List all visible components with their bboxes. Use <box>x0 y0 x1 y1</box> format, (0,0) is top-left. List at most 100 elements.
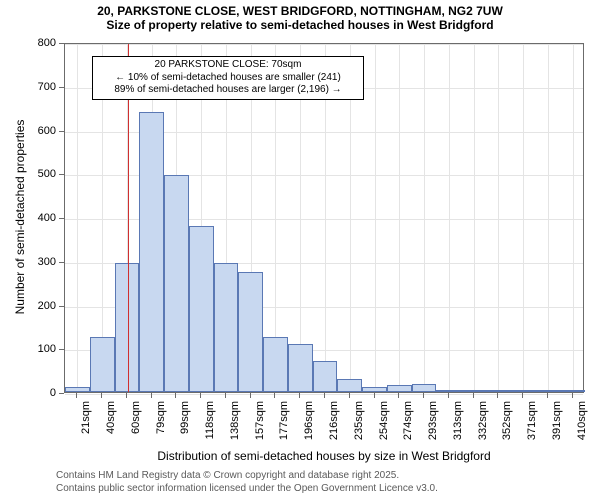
histogram-bar <box>164 175 189 392</box>
annotation-box: 20 PARKSTONE CLOSE: 70sqm ← 10% of semi-… <box>92 56 364 100</box>
annotation-line2: ← 10% of semi-detached houses are smalle… <box>99 72 357 85</box>
x-tick-label: 40sqm <box>105 401 117 451</box>
x-tick-label: 118sqm <box>204 401 216 451</box>
histogram-bar <box>115 263 140 392</box>
x-tick-label: 293sqm <box>427 401 439 451</box>
x-tick <box>76 393 77 398</box>
x-tick <box>423 393 424 398</box>
y-tick-label: 300 <box>0 256 56 268</box>
x-tick <box>274 393 275 398</box>
histogram-bar <box>139 112 164 392</box>
x-tick <box>324 393 325 398</box>
x-tick-label: 254sqm <box>378 401 390 451</box>
x-axis-label: Distribution of semi-detached houses by … <box>64 449 584 463</box>
y-tick <box>59 393 64 394</box>
x-tick <box>299 393 300 398</box>
x-tick <box>175 393 176 398</box>
x-tick <box>126 393 127 398</box>
y-tick-label: 700 <box>0 81 56 93</box>
x-tick <box>473 393 474 398</box>
y-tick-label: 400 <box>0 212 56 224</box>
y-tick <box>59 349 64 350</box>
y-tick <box>59 218 64 219</box>
histogram-bar <box>337 379 362 392</box>
x-tick <box>398 393 399 398</box>
x-tick-label: 60sqm <box>130 401 142 451</box>
histogram-bar <box>387 385 412 392</box>
y-tick <box>59 174 64 175</box>
x-tick-label: 235sqm <box>353 401 365 451</box>
footer-text: Contains HM Land Registry data © Crown c… <box>56 470 438 495</box>
x-tick <box>349 393 350 398</box>
x-tick-label: 410sqm <box>576 401 588 451</box>
gridline-h <box>65 44 583 45</box>
histogram-bar <box>288 344 313 392</box>
annotation-line3: 89% of semi-detached houses are larger (… <box>99 84 357 97</box>
x-tick-label: 352sqm <box>501 401 513 451</box>
y-tick-label: 100 <box>0 343 56 355</box>
x-tick <box>200 393 201 398</box>
gridline-v <box>77 44 78 392</box>
x-tick-label: 138sqm <box>229 401 241 451</box>
x-tick-label: 79sqm <box>155 401 167 451</box>
gridline-v <box>449 44 450 392</box>
histogram-bar <box>436 390 461 392</box>
x-tick-label: 274sqm <box>402 401 414 451</box>
x-tick-label: 157sqm <box>254 401 266 451</box>
histogram-bar <box>313 361 338 392</box>
chart-title-line2: Size of property relative to semi-detach… <box>0 18 600 32</box>
y-tick <box>59 43 64 44</box>
histogram-bar <box>189 226 214 392</box>
x-tick <box>374 393 375 398</box>
chart-title-line1: 20, PARKSTONE CLOSE, WEST BRIDGFORD, NOT… <box>0 4 600 18</box>
x-tick-label: 216sqm <box>328 401 340 451</box>
x-tick <box>547 393 548 398</box>
gridline-v <box>523 44 524 392</box>
gridline-v <box>399 44 400 392</box>
x-tick <box>101 393 102 398</box>
x-tick <box>225 393 226 398</box>
footer-line1: Contains HM Land Registry data © Crown c… <box>56 470 438 483</box>
x-tick-label: 177sqm <box>278 401 290 451</box>
x-tick <box>250 393 251 398</box>
histogram-bar <box>238 272 263 392</box>
histogram-bar <box>535 390 560 392</box>
histogram-bar <box>461 390 486 392</box>
x-tick-label: 391sqm <box>551 401 563 451</box>
x-tick <box>448 393 449 398</box>
y-tick-label: 800 <box>0 37 56 49</box>
gridline-v <box>498 44 499 392</box>
gridline-v <box>474 44 475 392</box>
histogram-bar <box>511 390 536 392</box>
x-tick <box>572 393 573 398</box>
y-tick <box>59 131 64 132</box>
footer-line2: Contains public sector information licen… <box>56 483 438 496</box>
x-tick-label: 313sqm <box>452 401 464 451</box>
x-tick <box>522 393 523 398</box>
x-tick-label: 21sqm <box>80 401 92 451</box>
histogram-bar <box>486 390 511 392</box>
x-tick <box>497 393 498 398</box>
gridline-v <box>424 44 425 392</box>
gridline-v <box>573 44 574 392</box>
x-tick-label: 99sqm <box>179 401 191 451</box>
gridline-v <box>375 44 376 392</box>
x-tick-label: 332sqm <box>477 401 489 451</box>
histogram-bar <box>362 387 387 392</box>
x-tick-label: 371sqm <box>526 401 538 451</box>
histogram-bar <box>214 263 239 392</box>
annotation-line1: 20 PARKSTONE CLOSE: 70sqm <box>99 59 357 72</box>
histogram-bar <box>412 384 437 392</box>
chart-title-block: 20, PARKSTONE CLOSE, WEST BRIDGFORD, NOT… <box>0 4 600 32</box>
histogram-bar <box>263 337 288 392</box>
y-tick-label: 0 <box>0 387 56 399</box>
y-tick <box>59 87 64 88</box>
y-tick-label: 500 <box>0 168 56 180</box>
gridline-v <box>548 44 549 392</box>
y-tick-label: 600 <box>0 125 56 137</box>
y-tick <box>59 262 64 263</box>
histogram-bar <box>560 390 585 392</box>
histogram-bar <box>90 337 115 392</box>
y-tick <box>59 306 64 307</box>
y-tick-label: 200 <box>0 300 56 312</box>
